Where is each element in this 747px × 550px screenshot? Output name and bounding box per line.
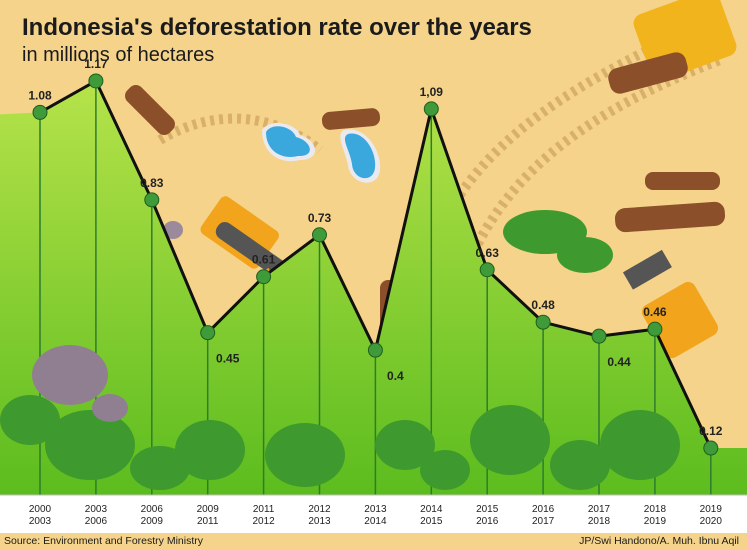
data-label: 0.61 [252, 253, 276, 267]
x-tick-label: 2017 [532, 516, 555, 527]
data-marker [200, 325, 216, 341]
data-label: 0.4 [387, 369, 404, 383]
x-tick-label: 2019 [644, 516, 667, 527]
data-marker [423, 101, 439, 117]
credit-note: JP/Swi Handono/A. Muh. Ibnu Aqil [579, 535, 739, 547]
x-tick-label: 2019 [700, 504, 723, 515]
x-tick-label: 2006 [141, 504, 164, 515]
x-tick-label: 2018 [588, 516, 611, 527]
decorative-boulder [32, 345, 128, 422]
chart-subtitle: in millions of hectares [22, 44, 215, 66]
x-tick-label: 2020 [700, 516, 723, 527]
x-tick-label: 2003 [29, 516, 52, 527]
data-marker [367, 342, 383, 358]
x-tick-label: 2011 [253, 504, 275, 515]
x-tick-label: 2014 [420, 504, 443, 515]
data-labels: 1.08 1.17 0.83 0.45 0.61 0.73 0.4 1,09 0.63 0.48 0… [28, 57, 722, 438]
data-label: 1,09 [420, 85, 444, 99]
x-tick-label: 2011 [197, 516, 219, 527]
x-tick-label: 2015 [476, 504, 499, 515]
x-tick-label: 2009 [197, 504, 220, 515]
data-marker [479, 262, 495, 278]
source-note: Source: Environment and Forestry Ministr… [4, 535, 203, 547]
data-label: 0.45 [216, 352, 240, 366]
data-marker [88, 73, 104, 89]
x-tick-label: 2017 [588, 504, 611, 515]
x-tick-label: 2013 [308, 516, 331, 527]
data-label: 0.12 [699, 424, 723, 438]
data-marker [647, 321, 663, 337]
x-tick-labels: 2000200320032006200620092009201120112012… [29, 504, 722, 527]
x-tick-label: 2012 [308, 504, 331, 515]
decorative-tracks [157, 25, 722, 263]
data-marker [312, 227, 327, 243]
x-tick-label: 2015 [420, 516, 443, 527]
x-axis-band [0, 495, 747, 533]
decorative-ponds [262, 122, 381, 183]
x-tick-label: 2018 [644, 504, 667, 515]
data-label: 1.17 [84, 57, 108, 71]
data-marker [535, 314, 551, 330]
data-markers [32, 73, 719, 456]
data-marker [256, 269, 272, 285]
data-label: 0.48 [531, 298, 555, 312]
x-tick-label: 2000 [29, 504, 52, 515]
data-label: 0.44 [607, 355, 631, 369]
x-tick-label: 2016 [476, 516, 499, 527]
data-marker [591, 328, 607, 344]
data-marker [703, 440, 719, 456]
x-tick-label: 2013 [364, 504, 387, 515]
x-tick-label: 2003 [85, 504, 108, 515]
data-label: 1.08 [28, 88, 52, 102]
x-tick-label: 2014 [364, 516, 387, 527]
data-marker [32, 104, 48, 120]
data-label: 0.73 [308, 211, 332, 225]
data-label: 0.83 [140, 176, 164, 190]
data-marker [144, 192, 160, 208]
decorative-bushes [0, 210, 680, 490]
data-label: 0.46 [643, 305, 667, 319]
x-tick-label: 2009 [141, 516, 164, 527]
data-label: 0.63 [476, 246, 500, 260]
area-fill [0, 81, 747, 495]
chart-title: Indonesia's deforestation rate over the … [22, 14, 532, 41]
x-tick-label: 2012 [252, 516, 275, 527]
x-tick-label: 2006 [85, 516, 108, 527]
x-tick-label: 2016 [532, 504, 555, 515]
